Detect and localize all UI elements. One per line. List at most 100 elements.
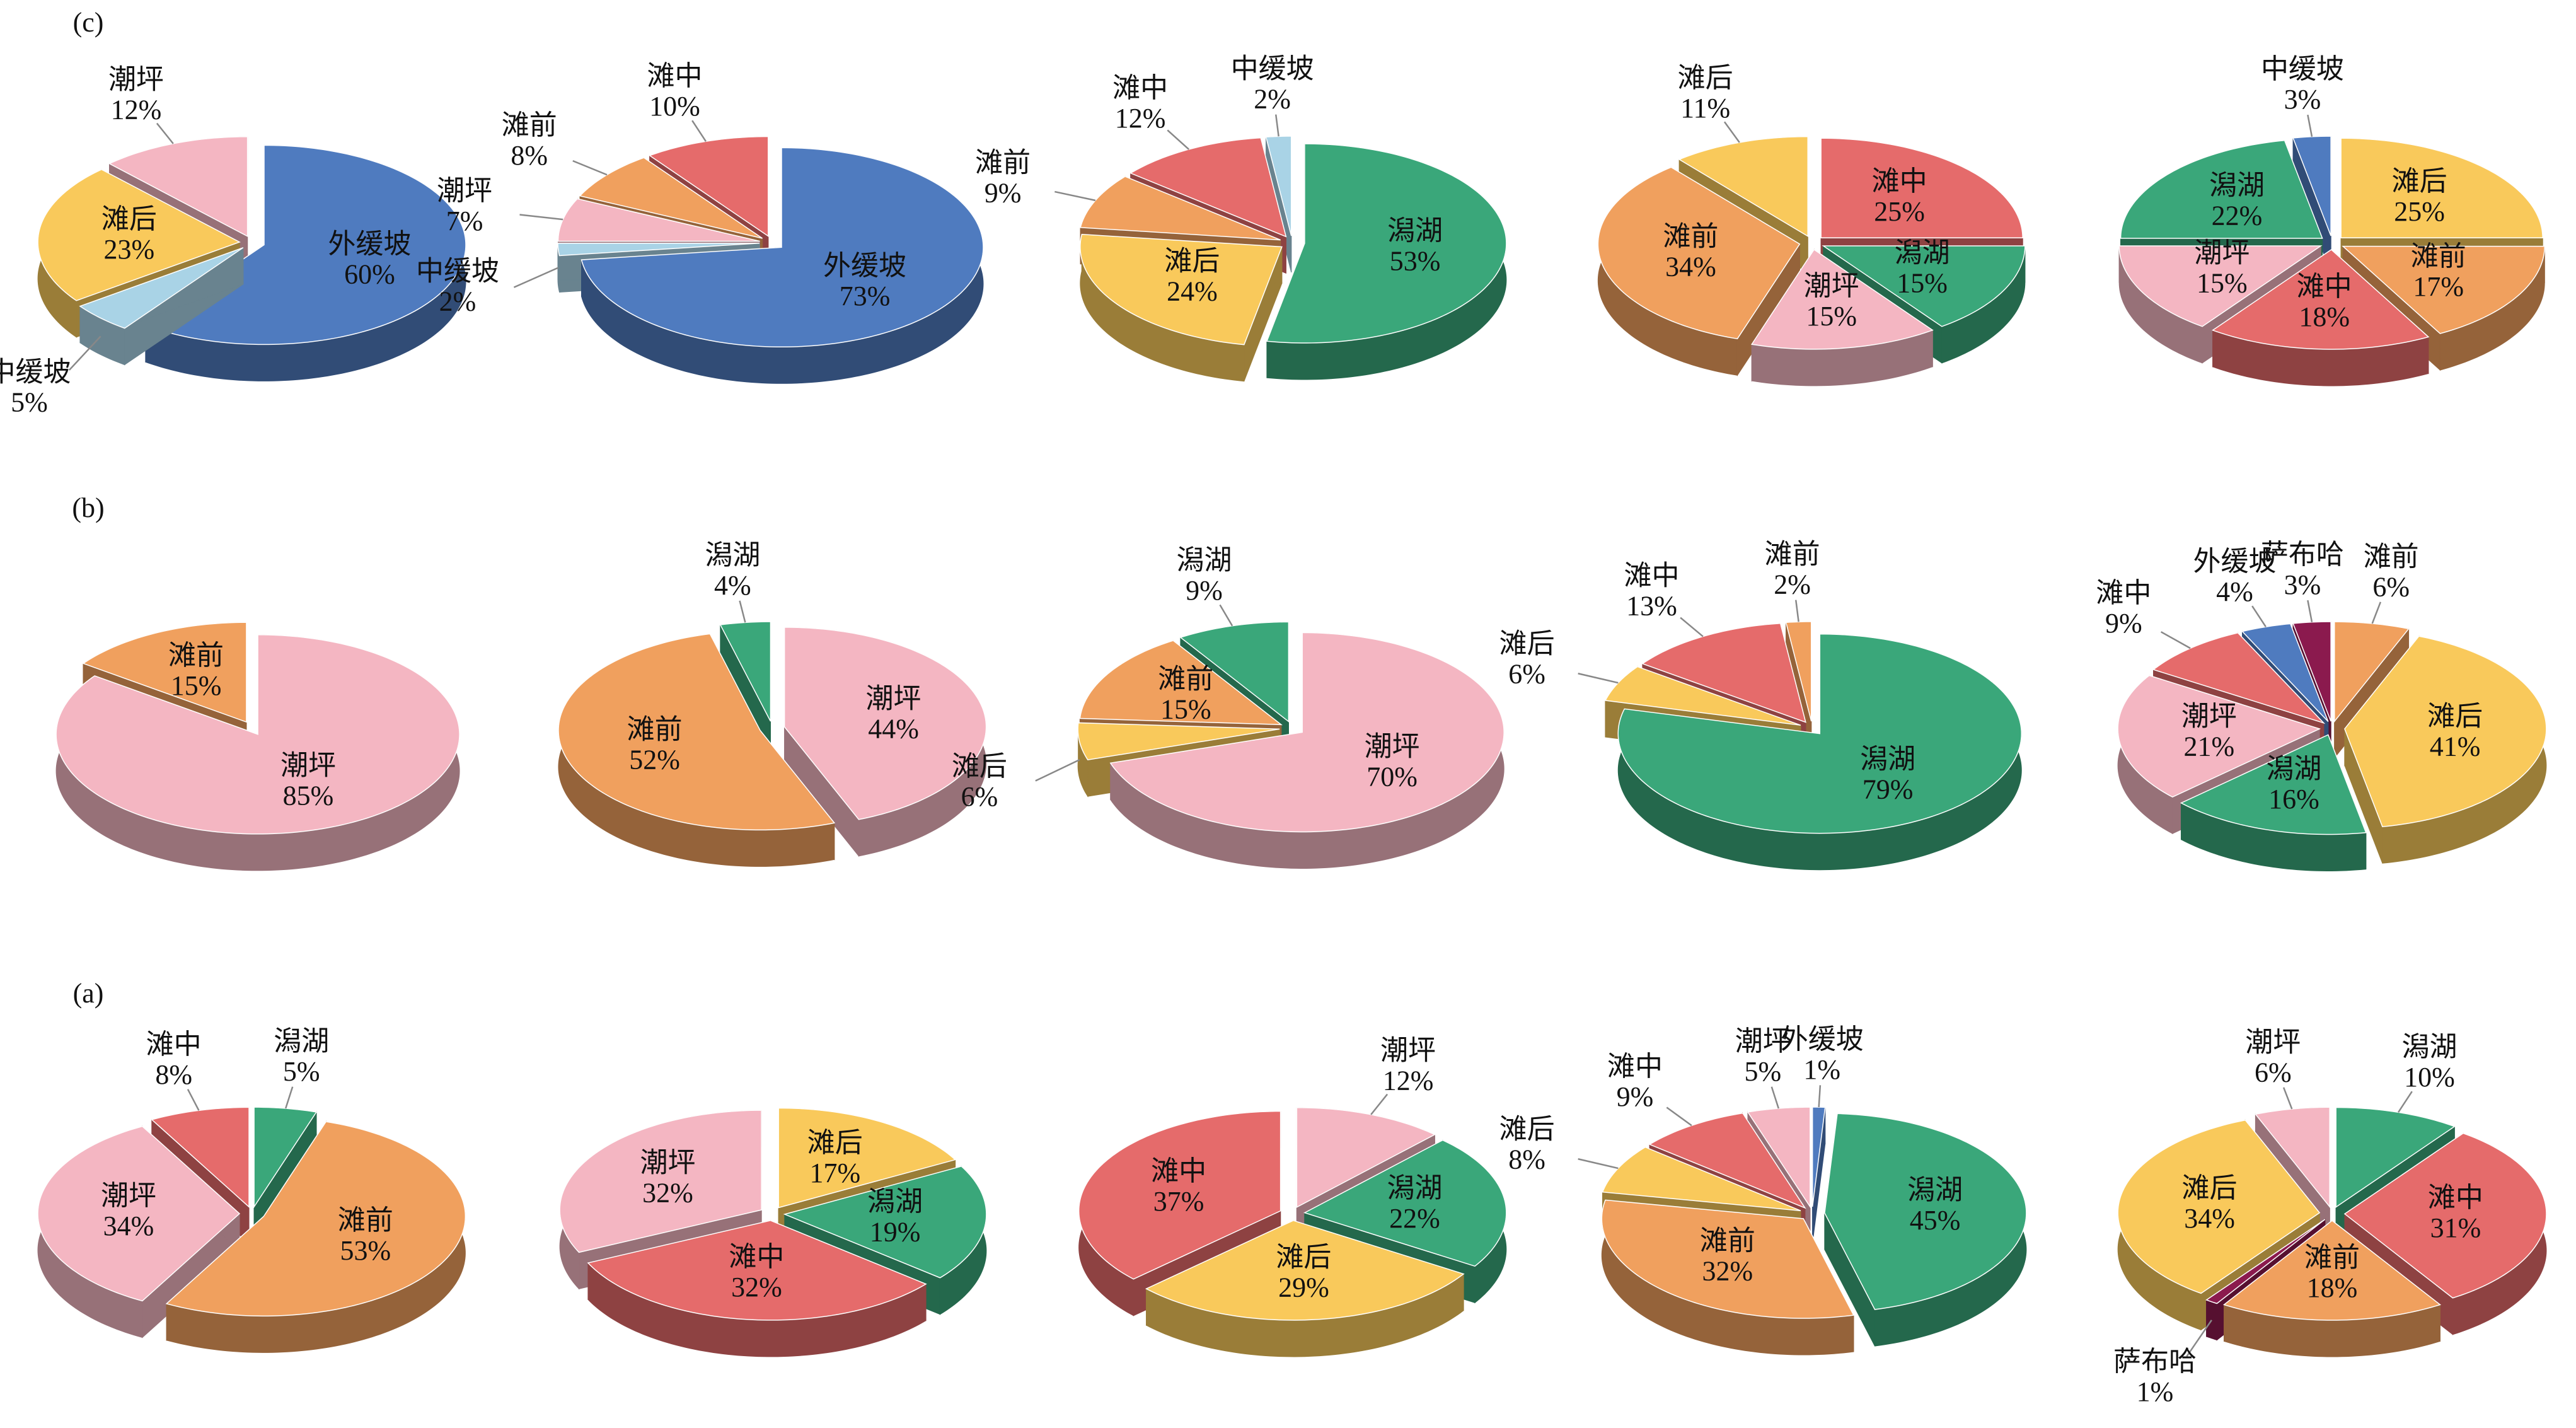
slice-label: 滩前 [627,714,683,745]
slice-value: 8% [155,1059,192,1090]
slice-top [1820,137,2023,238]
slice-top [579,157,763,239]
slice-label: 中缓坡 [416,256,499,287]
slice-label: 潟湖 [2402,1031,2458,1062]
leader-line [739,600,746,623]
slice-value: 12% [1383,1065,1434,1096]
slice-label: 滩后 [2182,1173,2238,1204]
slice-top [82,622,247,723]
slice-top [1109,632,1505,833]
slice-top [580,147,984,348]
slice-label: 滩后 [1164,246,1220,277]
slice-top [719,621,771,722]
slice-top [108,136,248,238]
pie-slice [2222,1219,2442,1357]
leader-line [1370,1093,1389,1115]
slice-value: 32% [731,1272,782,1303]
slice-top [1179,621,1290,723]
slice-top [1604,666,1801,726]
slice-value: 85% [283,780,334,811]
slice-label: 潮坪 [437,175,492,206]
leader-line [1794,600,1799,622]
slice-label: 滩前 [502,110,557,141]
slice-top [1601,1199,1855,1319]
panel-label: (a) [73,978,104,1009]
slice-label: 滩中 [1624,560,1679,591]
slice-value: 79% [1863,774,1914,804]
slice-label: 潮坪 [108,64,164,95]
slice-label: 中缓坡 [1231,54,1314,84]
slice-label: 潮坪 [280,750,336,781]
slice-value: 4% [2216,576,2253,607]
slice-value: 9% [1617,1081,1654,1112]
slice-top [2241,623,2329,723]
slice-label: 滩中 [2096,578,2151,608]
slice-value: 11% [1680,93,1730,124]
slice-label: 潮坪 [1804,270,1859,301]
leader-line [1054,190,1096,202]
pie-slice [558,633,836,867]
slice-top [1266,143,1507,344]
slice-value: 8% [1508,1144,1545,1175]
slice-label: 滩中 [1151,1156,1206,1187]
slice-value: 7% [446,206,483,236]
leader-line [2251,605,2267,627]
leader-line [1219,604,1233,627]
slice-label: 滩中 [1607,1051,1663,1082]
slice-label: 潮坪 [1365,731,1420,762]
pie-slice [37,1125,241,1338]
slice-value: 8% [511,140,548,171]
slice-label: 潟湖 [1387,1173,1442,1204]
slice-value: 73% [840,281,891,311]
pie-slice [580,147,984,384]
slice-label: 滩后 [1276,1242,1331,1273]
slice-value: 6% [961,781,998,812]
slice-value: 3% [2284,569,2321,600]
leader-line [513,267,559,288]
slice-label: 滩中 [647,61,702,91]
slice-value: 53% [1390,245,1441,276]
slice-label: 滩前 [975,148,1031,178]
slice-value: 52% [629,744,680,775]
slice-value: 1% [2137,1376,2174,1407]
slice-label: 滩后 [952,751,1007,782]
slice-value: 6% [2372,571,2410,602]
slice-top [587,1220,927,1321]
panel-label: (b) [72,492,104,523]
slice-label: 外缓坡 [823,250,906,281]
slice-value: 9% [985,178,1022,209]
slice-label: 潮坪 [1380,1035,1436,1066]
slice-top [1750,248,1934,350]
slice-value: 34% [2184,1203,2235,1234]
slice-label: 潟湖 [705,540,760,571]
slice-label: 潮坪 [640,1147,696,1178]
pie-slice [1750,248,1934,386]
slice-value: 18% [2299,301,2350,332]
slice-label: 潟湖 [867,1186,923,1217]
slice-label: 潟湖 [2209,170,2265,201]
slice-value: 15% [171,670,222,701]
pie-slice [165,1120,466,1353]
slice-label: 潮坪 [2181,700,2237,731]
slice-value: 21% [2184,731,2235,762]
slice-value: 34% [103,1210,154,1241]
leader-line [156,122,174,144]
slice-value: 9% [1186,575,1223,606]
leader-line [284,1086,294,1109]
slice-top [1303,1139,1507,1267]
leader-line [2282,1087,2293,1110]
slice-label: 滩前 [2304,1242,2360,1273]
slice-top [1129,137,1287,238]
pie-slice [783,627,987,857]
slice-value: 41% [2430,731,2481,762]
slice-value: 2% [1774,569,1811,600]
slice-top [151,1106,250,1209]
slice-value: 45% [1910,1205,1961,1236]
pie-slice [2211,248,2430,386]
pie-slice [1601,1199,1855,1355]
slice-top [1080,233,1283,345]
slice-value: 31% [2430,1212,2481,1243]
pie-slice [79,247,244,366]
pie-slice [1080,233,1283,382]
slice-label: 滩后 [101,204,157,235]
